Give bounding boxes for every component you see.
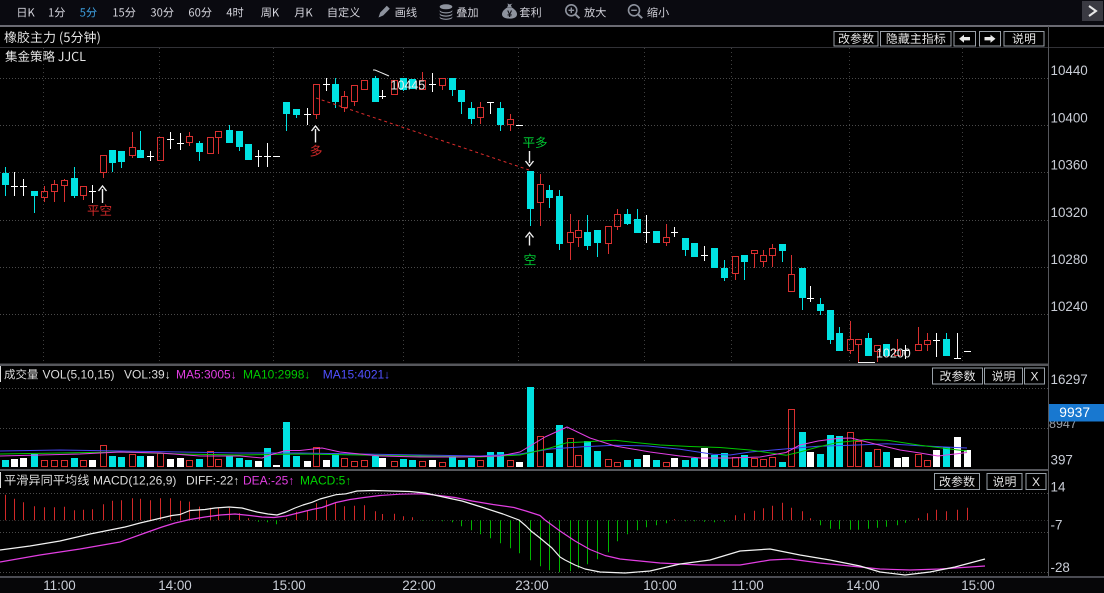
svg-text:DEA:-25↑: DEA:-25↑ — [243, 474, 294, 488]
svg-text:¥: ¥ — [507, 9, 512, 19]
svg-text:23:00: 23:00 — [515, 578, 549, 593]
svg-text:14:00: 14:00 — [158, 578, 192, 593]
svg-text:16297: 16297 — [1051, 372, 1088, 387]
svg-text:-28: -28 — [1051, 560, 1070, 575]
svg-text:-7: -7 — [1051, 518, 1063, 533]
svg-text:10320: 10320 — [1051, 205, 1088, 220]
svg-text:VOL(5,10,15): VOL(5,10,15) — [43, 368, 115, 382]
svg-text:10280: 10280 — [1051, 252, 1088, 267]
svg-text:DIFF:-22↑: DIFF:-22↑ — [186, 474, 239, 488]
svg-text:11:00: 11:00 — [731, 578, 764, 593]
svg-text:VOL:39↓: VOL:39↓ — [124, 368, 171, 382]
svg-text:14: 14 — [1051, 479, 1066, 494]
svg-text:10445: 10445 — [391, 79, 426, 93]
svg-text:9937: 9937 — [1059, 405, 1090, 420]
svg-text:10440: 10440 — [1051, 63, 1088, 78]
svg-text:MA15:4021↓: MA15:4021↓ — [323, 368, 390, 382]
svg-text:10:00: 10:00 — [643, 578, 677, 593]
svg-text:397: 397 — [1051, 452, 1073, 467]
svg-text:11:00: 11:00 — [43, 578, 76, 593]
svg-text:10360: 10360 — [1051, 158, 1088, 173]
svg-text:10400: 10400 — [1051, 110, 1088, 125]
svg-text:14:00: 14:00 — [846, 578, 880, 593]
svg-text:MACD(12,26,9): MACD(12,26,9) — [93, 474, 176, 488]
svg-text:15:00: 15:00 — [272, 578, 306, 593]
svg-text:MA10:2998↓: MA10:2998↓ — [243, 368, 310, 382]
svg-text:MACD:5↑: MACD:5↑ — [300, 474, 351, 488]
svg-text:22:00: 22:00 — [402, 578, 436, 593]
svg-text:MA5:3005↓: MA5:3005↓ — [176, 368, 237, 382]
svg-text:X: X — [1032, 475, 1040, 489]
svg-text:15:00: 15:00 — [961, 578, 995, 593]
svg-text:X: X — [1030, 370, 1038, 384]
svg-text:10200: 10200 — [876, 347, 911, 361]
svg-text:10240: 10240 — [1051, 299, 1088, 314]
